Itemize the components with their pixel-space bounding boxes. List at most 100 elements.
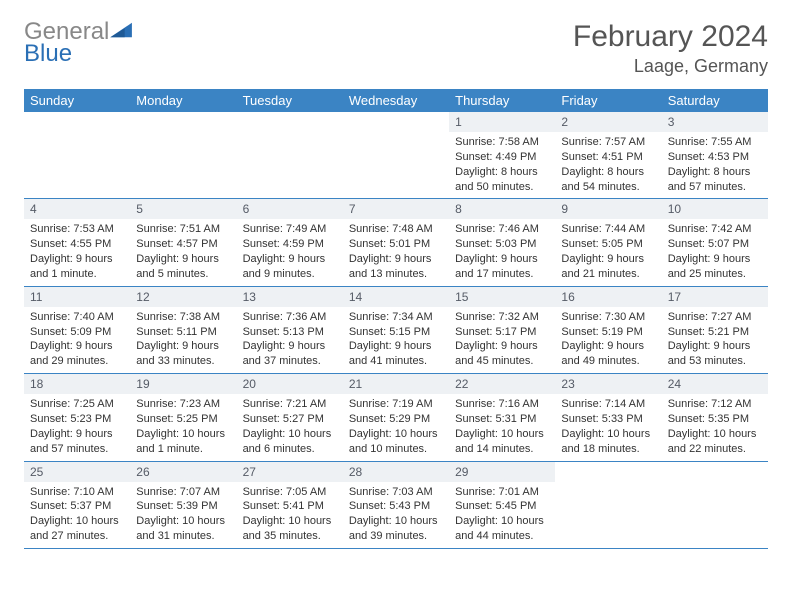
- day-number: 27: [237, 462, 343, 482]
- brand-part2: Blue: [24, 42, 134, 66]
- daylight-text: Daylight: 10 hours and 39 minutes.: [349, 514, 443, 544]
- day-info: Sunrise: 7:21 AMSunset: 5:27 PMDaylight:…: [237, 394, 343, 460]
- daylight-text: Daylight: 10 hours and 44 minutes.: [455, 514, 549, 544]
- daylight-text: Daylight: 8 hours and 57 minutes.: [668, 165, 762, 195]
- calendar-day-cell: 3Sunrise: 7:55 AMSunset: 4:53 PMDaylight…: [662, 112, 768, 199]
- calendar-day-cell: 24Sunrise: 7:12 AMSunset: 5:35 PMDayligh…: [662, 374, 768, 461]
- day-info: Sunrise: 7:23 AMSunset: 5:25 PMDaylight:…: [130, 394, 236, 460]
- daylight-text: Daylight: 8 hours and 54 minutes.: [561, 165, 655, 195]
- calendar-day-cell: 17Sunrise: 7:27 AMSunset: 5:21 PMDayligh…: [662, 286, 768, 373]
- sunset-text: Sunset: 5:43 PM: [349, 499, 443, 514]
- daylight-text: Daylight: 10 hours and 27 minutes.: [30, 514, 124, 544]
- calendar-day-cell: [24, 112, 130, 199]
- daylight-text: Daylight: 9 hours and 17 minutes.: [455, 252, 549, 282]
- sunrise-text: Sunrise: 7:30 AM: [561, 310, 655, 325]
- calendar-day-cell: 2Sunrise: 7:57 AMSunset: 4:51 PMDaylight…: [555, 112, 661, 199]
- calendar-table: Sunday Monday Tuesday Wednesday Thursday…: [24, 89, 768, 549]
- calendar-day-cell: 15Sunrise: 7:32 AMSunset: 5:17 PMDayligh…: [449, 286, 555, 373]
- weekday-header: Friday: [555, 89, 661, 112]
- sunset-text: Sunset: 5:37 PM: [30, 499, 124, 514]
- calendar-day-cell: 27Sunrise: 7:05 AMSunset: 5:41 PMDayligh…: [237, 461, 343, 548]
- day-info: Sunrise: 7:46 AMSunset: 5:03 PMDaylight:…: [449, 219, 555, 285]
- day-info: Sunrise: 7:51 AMSunset: 4:57 PMDaylight:…: [130, 219, 236, 285]
- sunrise-text: Sunrise: 7:57 AM: [561, 135, 655, 150]
- day-number: 25: [24, 462, 130, 482]
- calendar-week-row: 11Sunrise: 7:40 AMSunset: 5:09 PMDayligh…: [24, 286, 768, 373]
- day-info: Sunrise: 7:32 AMSunset: 5:17 PMDaylight:…: [449, 307, 555, 373]
- day-number: 23: [555, 374, 661, 394]
- calendar-day-cell: [130, 112, 236, 199]
- calendar-week-row: 1Sunrise: 7:58 AMSunset: 4:49 PMDaylight…: [24, 112, 768, 199]
- daylight-text: Daylight: 9 hours and 53 minutes.: [668, 339, 762, 369]
- sunrise-text: Sunrise: 7:03 AM: [349, 485, 443, 500]
- day-info: Sunrise: 7:27 AMSunset: 5:21 PMDaylight:…: [662, 307, 768, 373]
- sunrise-text: Sunrise: 7:40 AM: [30, 310, 124, 325]
- calendar-day-cell: 26Sunrise: 7:07 AMSunset: 5:39 PMDayligh…: [130, 461, 236, 548]
- daylight-text: Daylight: 9 hours and 37 minutes.: [243, 339, 337, 369]
- weekday-header: Monday: [130, 89, 236, 112]
- sunrise-text: Sunrise: 7:10 AM: [30, 485, 124, 500]
- calendar-day-cell: 8Sunrise: 7:46 AMSunset: 5:03 PMDaylight…: [449, 199, 555, 286]
- day-number: 19: [130, 374, 236, 394]
- sunrise-text: Sunrise: 7:48 AM: [349, 222, 443, 237]
- daylight-text: Daylight: 10 hours and 22 minutes.: [668, 427, 762, 457]
- day-info: Sunrise: 7:16 AMSunset: 5:31 PMDaylight:…: [449, 394, 555, 460]
- calendar-day-cell: 22Sunrise: 7:16 AMSunset: 5:31 PMDayligh…: [449, 374, 555, 461]
- daylight-text: Daylight: 9 hours and 49 minutes.: [561, 339, 655, 369]
- sunset-text: Sunset: 5:31 PM: [455, 412, 549, 427]
- daylight-text: Daylight: 10 hours and 35 minutes.: [243, 514, 337, 544]
- calendar-day-cell: 19Sunrise: 7:23 AMSunset: 5:25 PMDayligh…: [130, 374, 236, 461]
- daylight-text: Daylight: 9 hours and 33 minutes.: [136, 339, 230, 369]
- calendar-day-cell: [555, 461, 661, 548]
- day-number: 29: [449, 462, 555, 482]
- day-info: Sunrise: 7:10 AMSunset: 5:37 PMDaylight:…: [24, 482, 130, 548]
- sunrise-text: Sunrise: 7:36 AM: [243, 310, 337, 325]
- day-number: 14: [343, 287, 449, 307]
- day-info: Sunrise: 7:05 AMSunset: 5:41 PMDaylight:…: [237, 482, 343, 548]
- calendar-day-cell: 16Sunrise: 7:30 AMSunset: 5:19 PMDayligh…: [555, 286, 661, 373]
- calendar-day-cell: 25Sunrise: 7:10 AMSunset: 5:37 PMDayligh…: [24, 461, 130, 548]
- day-info: Sunrise: 7:42 AMSunset: 5:07 PMDaylight:…: [662, 219, 768, 285]
- calendar-day-cell: [662, 461, 768, 548]
- calendar-day-cell: 10Sunrise: 7:42 AMSunset: 5:07 PMDayligh…: [662, 199, 768, 286]
- day-number: 2: [555, 112, 661, 132]
- weekday-header: Wednesday: [343, 89, 449, 112]
- sunset-text: Sunset: 5:15 PM: [349, 325, 443, 340]
- day-info: Sunrise: 7:48 AMSunset: 5:01 PMDaylight:…: [343, 219, 449, 285]
- day-number: 4: [24, 199, 130, 219]
- sunset-text: Sunset: 5:25 PM: [136, 412, 230, 427]
- calendar-body: 1Sunrise: 7:58 AMSunset: 4:49 PMDaylight…: [24, 112, 768, 548]
- sunrise-text: Sunrise: 7:01 AM: [455, 485, 549, 500]
- sunset-text: Sunset: 5:27 PM: [243, 412, 337, 427]
- day-number: 10: [662, 199, 768, 219]
- day-info: Sunrise: 7:57 AMSunset: 4:51 PMDaylight:…: [555, 132, 661, 198]
- day-number: 8: [449, 199, 555, 219]
- sunrise-text: Sunrise: 7:07 AM: [136, 485, 230, 500]
- sunrise-text: Sunrise: 7:34 AM: [349, 310, 443, 325]
- day-number: 15: [449, 287, 555, 307]
- header: GeneralBlue February 2024 Laage, Germany: [24, 20, 768, 77]
- day-number: 3: [662, 112, 768, 132]
- day-info: Sunrise: 7:36 AMSunset: 5:13 PMDaylight:…: [237, 307, 343, 373]
- sunset-text: Sunset: 5:07 PM: [668, 237, 762, 252]
- day-number: 21: [343, 374, 449, 394]
- calendar-day-cell: 9Sunrise: 7:44 AMSunset: 5:05 PMDaylight…: [555, 199, 661, 286]
- daylight-text: Daylight: 10 hours and 31 minutes.: [136, 514, 230, 544]
- daylight-text: Daylight: 9 hours and 57 minutes.: [30, 427, 124, 457]
- day-number: 18: [24, 374, 130, 394]
- daylight-text: Daylight: 8 hours and 50 minutes.: [455, 165, 549, 195]
- day-info: Sunrise: 7:49 AMSunset: 4:59 PMDaylight:…: [237, 219, 343, 285]
- day-number: 13: [237, 287, 343, 307]
- calendar-day-cell: 29Sunrise: 7:01 AMSunset: 5:45 PMDayligh…: [449, 461, 555, 548]
- sunset-text: Sunset: 4:49 PM: [455, 150, 549, 165]
- daylight-text: Daylight: 9 hours and 41 minutes.: [349, 339, 443, 369]
- sunset-text: Sunset: 5:05 PM: [561, 237, 655, 252]
- calendar-day-cell: [237, 112, 343, 199]
- daylight-text: Daylight: 10 hours and 18 minutes.: [561, 427, 655, 457]
- sunrise-text: Sunrise: 7:19 AM: [349, 397, 443, 412]
- day-number: 7: [343, 199, 449, 219]
- day-info: Sunrise: 7:12 AMSunset: 5:35 PMDaylight:…: [662, 394, 768, 460]
- sunrise-text: Sunrise: 7:58 AM: [455, 135, 549, 150]
- day-number: 20: [237, 374, 343, 394]
- day-number: 26: [130, 462, 236, 482]
